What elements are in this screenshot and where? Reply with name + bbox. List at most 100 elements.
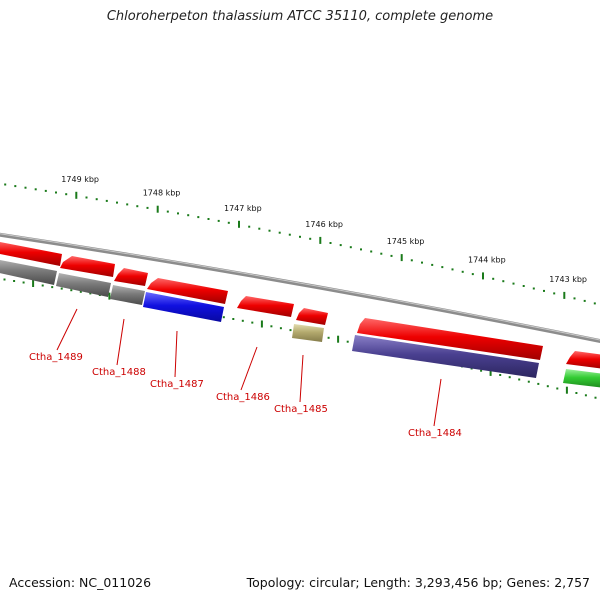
ruler-major-tick <box>75 191 78 199</box>
ruler-minor-tick <box>575 392 578 394</box>
ruler-minor-tick <box>166 210 169 213</box>
ruler-major-tick <box>400 254 403 262</box>
ruler-minor-tick <box>268 229 271 232</box>
ruler-minor-tick <box>499 374 502 376</box>
gene-feature-cds <box>296 308 328 325</box>
forward-strand-features <box>0 241 600 369</box>
ruler-minor-tick <box>197 216 200 219</box>
ruler-minor-tick <box>217 219 220 222</box>
gene-feature-green <box>563 369 600 388</box>
ruler-major-tick <box>337 335 340 343</box>
ruler-minor-tick <box>421 261 423 264</box>
ruler-minor-tick <box>339 244 342 247</box>
ruler-minor-tick <box>136 205 139 208</box>
ruler-minor-tick <box>553 292 556 295</box>
ruler-minor-tick <box>431 263 434 266</box>
ruler-minor-tick <box>22 281 25 284</box>
reverse-strand-features <box>0 259 600 388</box>
ruler-minor-tick <box>370 250 373 253</box>
ruler-minor-tick <box>270 325 273 328</box>
ruler-minor-tick <box>584 394 587 397</box>
ruler-minor-tick <box>451 268 454 271</box>
ruler-minor-tick <box>461 270 464 273</box>
gene-feature-olive <box>292 324 324 342</box>
ruler-major-tick <box>565 386 568 394</box>
ruler-major-tick <box>482 272 484 280</box>
ruler-minor-tick <box>593 302 596 305</box>
ruler-minor-tick <box>70 289 73 292</box>
ruler-tick-label: 1749 kbp <box>61 175 99 184</box>
map-title: Chloroherpeton thalassium ATCC 35110, co… <box>106 9 494 24</box>
ruler-minor-tick <box>126 203 129 206</box>
ruler-minor-tick <box>360 248 362 251</box>
ruler-minor-tick <box>380 252 383 255</box>
ruler-minor-tick <box>65 193 68 196</box>
ruler-minor-tick <box>227 221 230 224</box>
ruler-minor-tick <box>55 191 57 194</box>
gene-labels: Ctha_1489 Ctha_1488 Ctha_1487 Ctha_1486 … <box>29 352 462 439</box>
ruler-minor-tick <box>13 280 16 282</box>
ruler-minor-tick <box>309 237 312 240</box>
ruler-minor-tick <box>522 285 525 287</box>
ruler-minor-tick <box>556 387 559 390</box>
ruler-minor-tick <box>502 280 505 283</box>
gene-feature-cds <box>237 296 294 317</box>
ruler-minor-tick <box>441 266 444 269</box>
gene-feature-gray <box>56 273 111 297</box>
ruler-minor-tick <box>512 282 515 285</box>
gene-label: Ctha_1485 <box>274 404 328 415</box>
ruler-minor-tick <box>232 318 235 320</box>
ruler-minor-tick <box>248 225 251 228</box>
ruler-minor-tick <box>346 340 349 343</box>
gene-label: Ctha_1488 <box>92 367 146 378</box>
gene-feature-cds <box>357 318 543 360</box>
gene-feature-cds <box>147 278 228 304</box>
ruler-minor-tick <box>85 196 88 199</box>
ruler-minor-tick <box>95 198 98 201</box>
gene-feature-purple <box>352 335 539 378</box>
ruler-minor-tick <box>41 284 44 287</box>
ruler-major-tick <box>563 291 566 299</box>
genome-summary: Topology: circular; Length: 3,293,456 bp… <box>246 575 590 590</box>
gene-feature-gray <box>110 285 145 305</box>
ruler-minor-tick <box>146 206 149 209</box>
gene-label: Ctha_1489 <box>29 352 83 363</box>
ruler-minor-tick <box>299 235 301 238</box>
ruler-minor-tick <box>278 231 281 234</box>
ruler-minor-tick <box>258 227 261 230</box>
ruler-minor-tick <box>279 327 282 330</box>
ruler-minor-tick <box>79 290 82 293</box>
ruler-minor-tick <box>518 378 521 381</box>
ruler-minor-tick <box>222 316 225 319</box>
ruler-major-tick <box>489 368 492 376</box>
ruler-minor-tick <box>471 273 474 276</box>
ruler-major-tick <box>319 236 322 244</box>
genome-backbone-highlight <box>0 233 600 341</box>
ruler-minor-tick <box>34 188 37 191</box>
ruler-minor-tick <box>51 286 54 289</box>
ruler-minor-tick <box>289 329 292 332</box>
gene-label: Ctha_1484 <box>408 428 462 439</box>
ruler-minor-tick <box>187 214 190 217</box>
accession-label: Accession: NC_011026 <box>9 575 152 590</box>
ruler-minor-tick <box>14 185 17 188</box>
ruler-minor-tick <box>105 199 108 202</box>
ruler-minor-tick <box>390 254 393 257</box>
gene-feature-cds <box>566 351 600 369</box>
ruler-minor-tick <box>546 385 549 388</box>
ruler-minor-tick <box>583 299 586 302</box>
gene-feature-cds <box>60 256 115 277</box>
ruler-tick-label: 1747 kbp <box>224 204 262 213</box>
ruler-minor-tick <box>492 277 495 280</box>
ruler-minor-tick <box>4 183 7 186</box>
ruler-major-tick <box>238 220 240 228</box>
ruler-minor-tick <box>508 376 511 379</box>
ruler-major-tick <box>32 280 35 287</box>
ruler-tick-label: 1743 kbp <box>549 275 587 284</box>
gene-feature-gray <box>0 259 57 285</box>
ruler-minor-tick <box>329 242 332 244</box>
ruler-minor-tick <box>532 287 535 290</box>
ruler-minor-tick <box>44 189 47 192</box>
ruler-tick-label: 1744 kbp <box>468 255 506 264</box>
